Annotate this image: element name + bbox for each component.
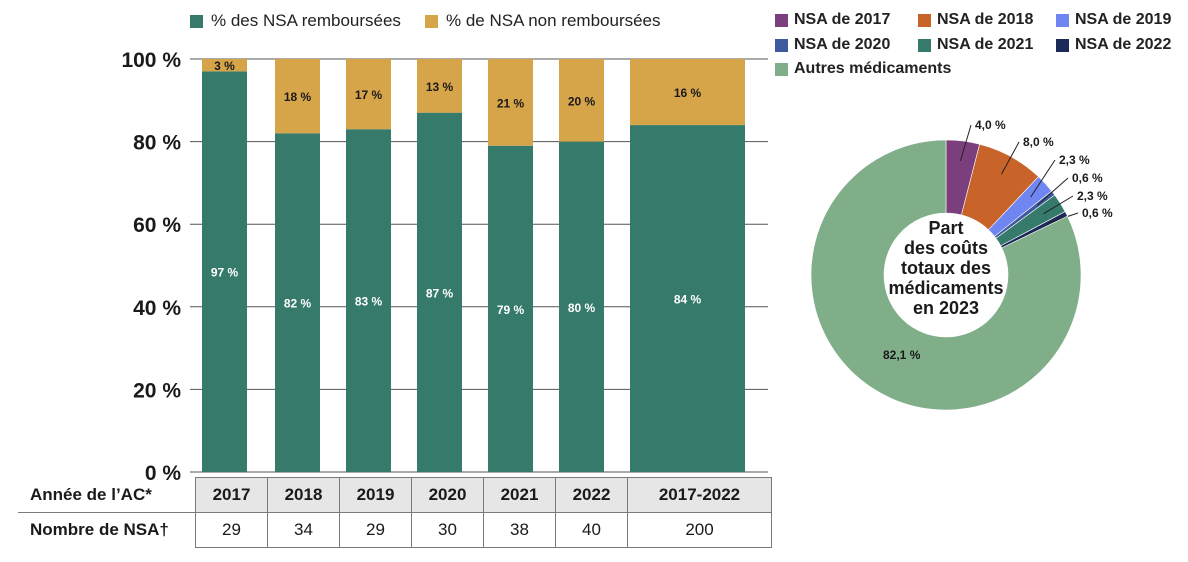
- bar-not-reimbursed: [417, 59, 462, 113]
- bar-not-reimbursed: [202, 59, 247, 72]
- bar-data-label: 17 %: [355, 88, 383, 102]
- y-tick-label: 20 %: [133, 379, 181, 402]
- bar-reimbursed: [488, 145, 533, 473]
- pie-data-label: 2,3 %: [1077, 189, 1108, 203]
- legend-label: NSA de 2019: [1075, 11, 1172, 28]
- count-cell: 38: [483, 512, 556, 548]
- bar-data-label: 21 %: [497, 96, 525, 110]
- pie-center-label: en 2023: [913, 298, 979, 318]
- bar-data-label: 79 %: [497, 303, 525, 317]
- pie-center-label: médicaments: [888, 278, 1003, 298]
- pie-leader-line: [1001, 141, 1020, 175]
- y-tick-label: 80 %: [133, 132, 181, 155]
- row-label-count: Nombre de NSA†: [30, 520, 169, 540]
- pie-data-label: 0,6 %: [1082, 206, 1113, 220]
- count-cell: 34: [267, 512, 340, 548]
- bar-not-reimbursed: [559, 59, 604, 142]
- y-tick-label: 60 %: [133, 214, 181, 237]
- count-cell: 29: [195, 512, 268, 548]
- table-row-years: Année de l’AC* 2017 2018 2019 2020 2021 …: [18, 477, 772, 513]
- count-cell: 29: [339, 512, 412, 548]
- bar-data-label: 80 %: [568, 301, 596, 315]
- year-cell: 2020: [411, 477, 484, 513]
- legend-label: NSA de 2020: [794, 36, 891, 53]
- table-row-counts: Nombre de NSA† 29 34 29 30 38 40 200: [18, 512, 772, 548]
- pie-legend-2019: NSA de 2019: [1056, 11, 1171, 29]
- legend-swatch: [425, 14, 438, 28]
- year-cell: 2017-2022: [627, 477, 772, 513]
- year-cell: 2018: [267, 477, 340, 513]
- bar-not-reimbursed: [346, 59, 391, 130]
- pie-legend-2018: NSA de 2018: [918, 11, 1033, 29]
- year-cell: 2019: [339, 477, 412, 513]
- pie-leader-line: [959, 124, 972, 162]
- bar-data-label: 87 %: [426, 286, 454, 300]
- bar-data-label: 3 %: [214, 59, 235, 73]
- pie-data-label: 2,3 %: [1059, 153, 1090, 167]
- row-label-year: Année de l’AC*: [18, 477, 196, 513]
- bar-reimbursed: [346, 129, 391, 472]
- data-table: Année de l’AC* 2017 2018 2019 2020 2021 …: [18, 477, 772, 548]
- bar-data-label: 82 %: [284, 297, 312, 311]
- bar-data-label: 20 %: [568, 94, 596, 108]
- count-cell: 40: [555, 512, 628, 548]
- year-cell: 2017: [195, 477, 268, 513]
- legend-swatch: [1056, 13, 1069, 27]
- pie-legend-2020: NSA de 2020: [775, 36, 890, 54]
- pie-center-label: Part: [928, 218, 963, 238]
- legend-item-reimbursed: % des NSA remboursées: [190, 11, 401, 31]
- legend-swatch: [775, 62, 788, 76]
- legend-label: NSA de 2017: [794, 11, 891, 28]
- pie-leader-line: [1043, 195, 1074, 215]
- legend-swatch: [775, 38, 788, 52]
- bar-data-label: 83 %: [355, 295, 383, 309]
- legend-swatch: [775, 13, 788, 27]
- legend-label: NSA de 2022: [1075, 36, 1172, 53]
- bar-data-label: 84 %: [674, 293, 702, 307]
- bar-data-label: 13 %: [426, 80, 454, 94]
- year-cell: 2021: [483, 477, 556, 513]
- y-tick-label: 100 %: [121, 49, 181, 72]
- pie-data-label: 8,0 %: [1023, 135, 1054, 149]
- legend-label: NSA de 2021: [937, 36, 1034, 53]
- legend-swatch: [918, 13, 931, 27]
- bar-reimbursed: [630, 125, 745, 472]
- bar-reimbursed: [417, 112, 462, 472]
- y-tick-label: 40 %: [133, 297, 181, 320]
- legend-swatch: [1056, 38, 1069, 52]
- year-cell: 2022: [555, 477, 628, 513]
- legend-label: NSA de 2018: [937, 11, 1034, 28]
- bar-data-label: 18 %: [284, 90, 312, 104]
- pie-data-label: 82,1 %: [883, 348, 921, 362]
- bar-reimbursed: [275, 133, 320, 472]
- bar-reimbursed: [202, 71, 247, 472]
- pie-legend-other: Autres médicaments: [775, 60, 951, 78]
- pie-data-label: 4,0 %: [975, 118, 1006, 132]
- legend-label: Autres médicaments: [794, 60, 952, 77]
- pie-legend-2022: NSA de 2022: [1056, 36, 1171, 54]
- count-cell: 30: [411, 512, 484, 548]
- pie-data-label: 0,6 %: [1072, 171, 1103, 185]
- bar-data-label: 97 %: [211, 266, 239, 280]
- legend-swatch: [190, 14, 203, 28]
- count-cell: 200: [627, 512, 772, 548]
- pie-center-label: des coûts: [904, 238, 988, 258]
- bar-reimbursed: [559, 141, 604, 472]
- pie-legend-2017: NSA de 2017: [775, 11, 890, 29]
- pie-leader-line: [1030, 159, 1056, 198]
- legend-label: % des NSA remboursées: [211, 11, 401, 30]
- bar-not-reimbursed: [275, 59, 320, 134]
- pie-center-label: totaux des: [901, 258, 991, 278]
- bar-data-label: 16 %: [674, 86, 702, 100]
- legend-swatch: [918, 38, 931, 52]
- pie-leader-line: [1037, 177, 1069, 206]
- bar-not-reimbursed: [488, 59, 533, 146]
- pie-slice: [810, 139, 1082, 411]
- legend-label: % de NSA non remboursées: [446, 11, 661, 30]
- legend-item-not-reimbursed: % de NSA non remboursées: [425, 11, 661, 31]
- bar-not-reimbursed: [630, 59, 745, 126]
- pie-legend-2021: NSA de 2021: [918, 36, 1033, 54]
